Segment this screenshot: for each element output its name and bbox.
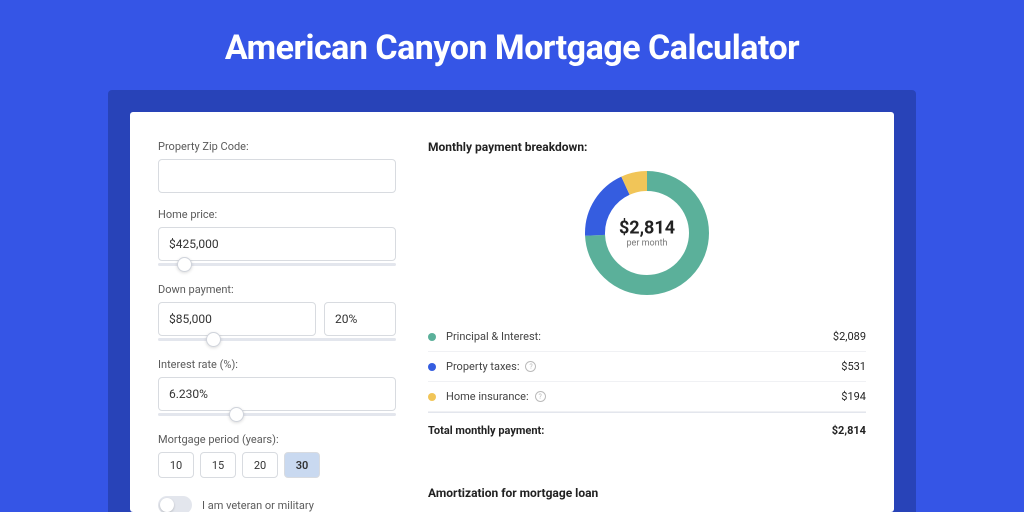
breakdown-column: Monthly payment breakdown: $2,814 per mo… — [428, 140, 866, 512]
amortization-title: Amortization for mortgage loan — [428, 486, 866, 500]
legend-label: Home insurance:? — [446, 390, 841, 403]
info-icon[interactable]: ? — [535, 391, 546, 402]
total-value: $2,814 — [832, 424, 866, 437]
amortization-section: Amortization for mortgage loan Amortizat… — [428, 472, 866, 512]
legend-label: Principal & Interest: — [446, 330, 833, 343]
down-payment-slider-thumb[interactable] — [206, 332, 221, 347]
mortgage-period-field: Mortgage period (years): 10152030 — [158, 433, 396, 478]
card-header-band: Property Zip Code: Home price: Down paym… — [108, 90, 916, 512]
zip-label: Property Zip Code: — [158, 140, 396, 153]
calculator-card: Property Zip Code: Home price: Down paym… — [130, 112, 894, 512]
legend-dot — [428, 393, 436, 401]
page-title: American Canyon Mortgage Calculator — [0, 0, 1024, 90]
donut-chart: $2,814 per month — [582, 168, 712, 298]
period-btn-10[interactable]: 10 — [158, 452, 194, 478]
home-price-input[interactable] — [158, 227, 396, 261]
legend-value: $531 — [841, 360, 866, 373]
down-payment-field: Down payment: — [158, 283, 396, 343]
period-btn-30[interactable]: 30 — [284, 452, 320, 478]
legend-dot — [428, 363, 436, 371]
breakdown-title: Monthly payment breakdown: — [428, 140, 866, 154]
interest-rate-field: Interest rate (%): — [158, 358, 396, 418]
home-price-label: Home price: — [158, 208, 396, 221]
donut-sub: per month — [619, 239, 675, 249]
legend-value: $2,089 — [833, 330, 866, 343]
home-price-slider-thumb[interactable] — [177, 257, 192, 272]
legend-label: Property taxes:? — [446, 360, 841, 373]
legend-row: Property taxes:?$531 — [428, 352, 866, 382]
home-price-field: Home price: — [158, 208, 396, 268]
down-payment-label: Down payment: — [158, 283, 396, 296]
legend: Principal & Interest:$2,089Property taxe… — [428, 322, 866, 412]
donut-value: $2,814 — [619, 218, 675, 239]
interest-rate-label: Interest rate (%): — [158, 358, 396, 371]
mortgage-period-label: Mortgage period (years): — [158, 433, 396, 446]
info-icon[interactable]: ? — [525, 361, 536, 372]
veteran-toggle-knob — [160, 498, 174, 512]
zip-field: Property Zip Code: — [158, 140, 396, 193]
home-price-slider[interactable] — [158, 260, 396, 268]
total-row: Total monthly payment: $2,814 — [428, 412, 866, 448]
legend-value: $194 — [841, 390, 866, 403]
veteran-toggle-row: I am veteran or military — [158, 496, 396, 512]
form-column: Property Zip Code: Home price: Down paym… — [158, 140, 396, 512]
legend-row: Principal & Interest:$2,089 — [428, 322, 866, 352]
down-payment-slider[interactable] — [158, 335, 396, 343]
legend-row: Home insurance:?$194 — [428, 382, 866, 412]
interest-rate-slider-thumb[interactable] — [229, 407, 244, 422]
donut-wrap: $2,814 per month — [428, 168, 866, 302]
down-payment-input[interactable] — [158, 302, 316, 336]
interest-rate-slider[interactable] — [158, 410, 396, 418]
legend-dot — [428, 333, 436, 341]
period-btn-15[interactable]: 15 — [200, 452, 236, 478]
mortgage-period-buttons: 10152030 — [158, 452, 396, 478]
veteran-toggle[interactable] — [158, 496, 192, 512]
interest-rate-input[interactable] — [158, 377, 396, 411]
total-label: Total monthly payment: — [428, 424, 832, 437]
down-payment-pct-input[interactable] — [324, 302, 396, 336]
period-btn-20[interactable]: 20 — [242, 452, 278, 478]
veteran-label: I am veteran or military — [202, 499, 314, 512]
zip-input[interactable] — [158, 159, 396, 193]
